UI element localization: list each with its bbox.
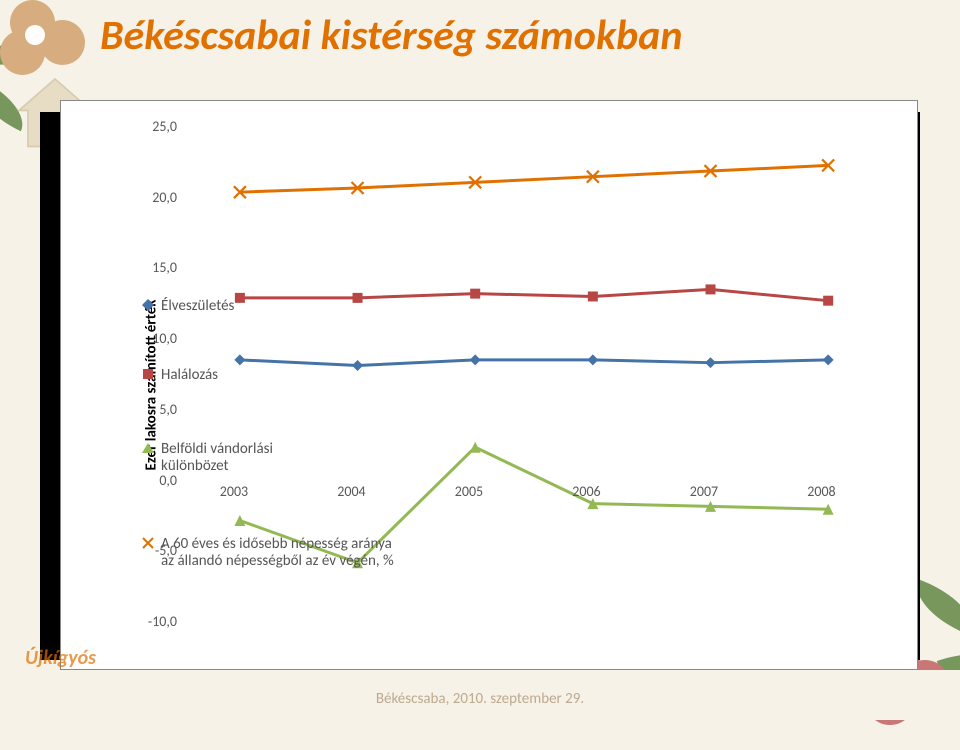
legend-label: A 60 éves és idősebb népesség aránya az … [161,536,399,571]
x-tick-label: 2006 [572,483,600,500]
legend-item-halalozas: Halálozás [139,367,399,386]
slide-title: Békéscsabai kistérség számokban [100,10,940,61]
y-tick-label: 20,0 [129,189,177,206]
legend-item-vandorlas: Belföldi vándorlási különbözet [139,441,339,476]
legend-label: Belföldi vándorlási különbözet [161,441,339,476]
x-tick-label: 2008 [807,483,835,500]
legend-item-hatvan: A 60 éves és idősebb népesség aránya az … [139,536,399,571]
y-tick-label: 15,0 [129,259,177,276]
cutoff-text: Újkígyós [25,646,96,670]
legend-label: Halálozás [161,367,218,384]
legend-item-elveszuletes: Élveszületés [139,298,399,317]
y-tick-label: 25,0 [129,118,177,135]
x-tick-label: 2007 [690,483,718,500]
chart-container: Ezer lakosra számított érték -10,0-5,00,… [60,100,918,670]
footer-text: Békéscsaba, 2010. szeptember 29. [376,690,584,708]
x-tick-label: 2005 [455,483,483,500]
chart-legend: Élveszületés Halálozás Belföldi vándorlá… [139,298,399,575]
legend-label: Élveszületés [161,298,234,315]
y-tick-label: -10,0 [129,613,177,630]
